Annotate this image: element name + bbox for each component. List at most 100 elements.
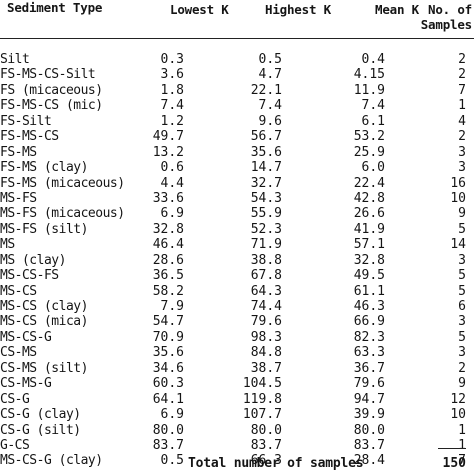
- header-mean-k: Mean K: [375, 2, 419, 17]
- cell-samples: 10: [450, 190, 466, 206]
- table-row: CS-G 64.1 119.8 94.7 12: [0, 392, 474, 407]
- cell-sediment-type: MS-CS-FS: [0, 268, 59, 284]
- header-samples-line1: No. of: [428, 2, 472, 17]
- cell-highest-k: 38.8: [250, 252, 282, 268]
- table-row: MS-CS (mica) 54.7 79.6 66.9 3: [0, 314, 474, 329]
- cell-mean-k: 83.7: [353, 437, 385, 453]
- table-row: FS (micaceous) 1.8 22.1 11.9 7: [0, 83, 474, 98]
- cell-lowest-k: 64.1: [152, 391, 184, 407]
- header-sediment-type: Sediment Type: [7, 0, 103, 15]
- table-row: MS 46.4 71.9 57.1 14: [0, 237, 474, 252]
- cell-highest-k: 79.6: [250, 314, 282, 330]
- table-row: FS-MS-CS 49.7 56.7 53.2 2: [0, 129, 474, 144]
- cell-lowest-k: 0.6: [160, 160, 184, 176]
- cell-mean-k: 28.4: [353, 453, 385, 469]
- cell-samples: 12: [450, 391, 466, 407]
- cell-mean-k: 61.1: [353, 283, 385, 299]
- cell-samples: 5: [458, 221, 466, 237]
- cell-lowest-k: 58.2: [152, 283, 184, 299]
- table-row: FS-MS 13.2 35.6 25.9 3: [0, 145, 474, 160]
- cell-highest-k: 35.6: [250, 144, 282, 160]
- table-row: CS-G (silt) 80.0 80.0 80.0 1: [0, 423, 474, 438]
- cell-sediment-type: FS-MS-CS (mic): [0, 98, 103, 114]
- cell-highest-k: 67.8: [250, 268, 282, 284]
- cell-highest-k: 0.5: [258, 52, 282, 67]
- cell-mean-k: 39.9: [353, 407, 385, 423]
- cell-samples: 2: [458, 67, 466, 83]
- cell-mean-k: 6.0: [361, 160, 385, 176]
- cell-highest-k: 64.3: [250, 283, 282, 299]
- table-row: MS-CS 58.2 64.3 61.1 5: [0, 284, 474, 299]
- table-row: MS-CS (clay) 7.9 74.4 46.3 6: [0, 299, 474, 314]
- table-row: MS (clay) 28.6 38.8 32.8 3: [0, 253, 474, 268]
- table-row: CS-MS (silt) 34.6 38.7 36.7 2: [0, 361, 474, 376]
- cell-mean-k: 26.6: [353, 206, 385, 222]
- cell-mean-k: 94.7: [353, 391, 385, 407]
- cell-samples: 6: [458, 299, 466, 314]
- table-row: MS-FS 33.6 54.3 42.8 10: [0, 191, 474, 206]
- cell-highest-k: 119.8: [242, 391, 282, 407]
- cell-lowest-k: 3.6: [160, 67, 184, 83]
- cell-lowest-k: 46.4: [152, 237, 184, 253]
- header-lowest-k: Lowest K: [170, 2, 229, 17]
- cell-samples: 9: [458, 206, 466, 222]
- cell-sediment-type: MS-FS (silt): [0, 221, 88, 237]
- cell-highest-k: 56.7: [250, 129, 282, 145]
- cell-sediment-type: MS (clay): [0, 252, 66, 268]
- cell-sediment-type: MS-CS (clay): [0, 299, 88, 314]
- total-rule: [438, 448, 466, 449]
- cell-highest-k: 71.9: [250, 237, 282, 253]
- cell-sediment-type: MS-CS-G (clay): [0, 453, 103, 469]
- cell-lowest-k: 28.6: [152, 252, 184, 268]
- cell-samples: 3: [458, 252, 466, 268]
- table-row: FS-MS-CS-Silt 3.6 4.7 4.15 2: [0, 67, 474, 82]
- cell-highest-k: 84.8: [250, 345, 282, 361]
- cell-highest-k: 32.7: [250, 175, 282, 191]
- cell-highest-k: 80.0: [250, 422, 282, 438]
- cell-highest-k: 4.7: [258, 67, 282, 83]
- cell-mean-k: 42.8: [353, 190, 385, 206]
- cell-samples: 7: [458, 82, 466, 98]
- cell-sediment-type: CS-MS (silt): [0, 360, 88, 376]
- table-row: CS-MS 35.6 84.8 63.3 3: [0, 345, 474, 360]
- cell-highest-k: 74.4: [250, 299, 282, 314]
- cell-lowest-k: 1.8: [160, 82, 184, 98]
- cell-highest-k: 104.5: [242, 376, 282, 392]
- cell-highest-k: 22.1: [250, 82, 282, 98]
- cell-samples: 2: [458, 360, 466, 376]
- cell-sediment-type: CS-MS: [0, 345, 37, 361]
- cell-highest-k: 55.9: [250, 206, 282, 222]
- cell-lowest-k: 13.2: [152, 144, 184, 160]
- cell-samples: 5: [458, 329, 466, 345]
- cell-mean-k: 32.8: [353, 252, 385, 268]
- cell-sediment-type: G-CS: [0, 437, 30, 453]
- table-row: CS-MS-G 60.3 104.5 79.6 9: [0, 376, 474, 391]
- cell-mean-k: 0.4: [361, 52, 385, 67]
- cell-lowest-k: 32.8: [152, 221, 184, 237]
- cell-samples: 2: [458, 129, 466, 145]
- cell-sediment-type: FS (micaceous): [0, 82, 103, 98]
- cell-lowest-k: 6.9: [160, 206, 184, 222]
- table-row: CS-G (clay) 6.9 107.7 39.9 10: [0, 407, 474, 422]
- cell-mean-k: 79.6: [353, 376, 385, 392]
- table-row: MS-FS (micaceous) 6.9 55.9 26.6 9: [0, 206, 474, 221]
- table-row: FS-Silt 1.2 9.6 6.1 4: [0, 114, 474, 129]
- cell-lowest-k: 33.6: [152, 190, 184, 206]
- header-rule: [0, 38, 474, 39]
- cell-sediment-type: CS-G (clay): [0, 407, 81, 423]
- cell-mean-k: 46.3: [353, 299, 385, 314]
- table-row: FS-MS-CS (mic) 7.4 7.4 7.4 1: [0, 98, 474, 113]
- cell-highest-k: 107.7: [242, 407, 282, 423]
- cell-mean-k: 36.7: [353, 360, 385, 376]
- cell-mean-k: 25.9: [353, 144, 385, 160]
- cell-mean-k: 57.1: [353, 237, 385, 253]
- cell-mean-k: 80.0: [353, 422, 385, 438]
- cell-highest-k: 7.4: [258, 98, 282, 114]
- cell-lowest-k: 7.9: [160, 299, 184, 314]
- header-number-of-samples: No. of Samples: [421, 2, 472, 32]
- cell-highest-k: 14.7: [250, 160, 282, 176]
- cell-highest-k: 52.3: [250, 221, 282, 237]
- cell-sediment-type: CS-G (silt): [0, 422, 81, 438]
- cell-lowest-k: 80.0: [152, 422, 184, 438]
